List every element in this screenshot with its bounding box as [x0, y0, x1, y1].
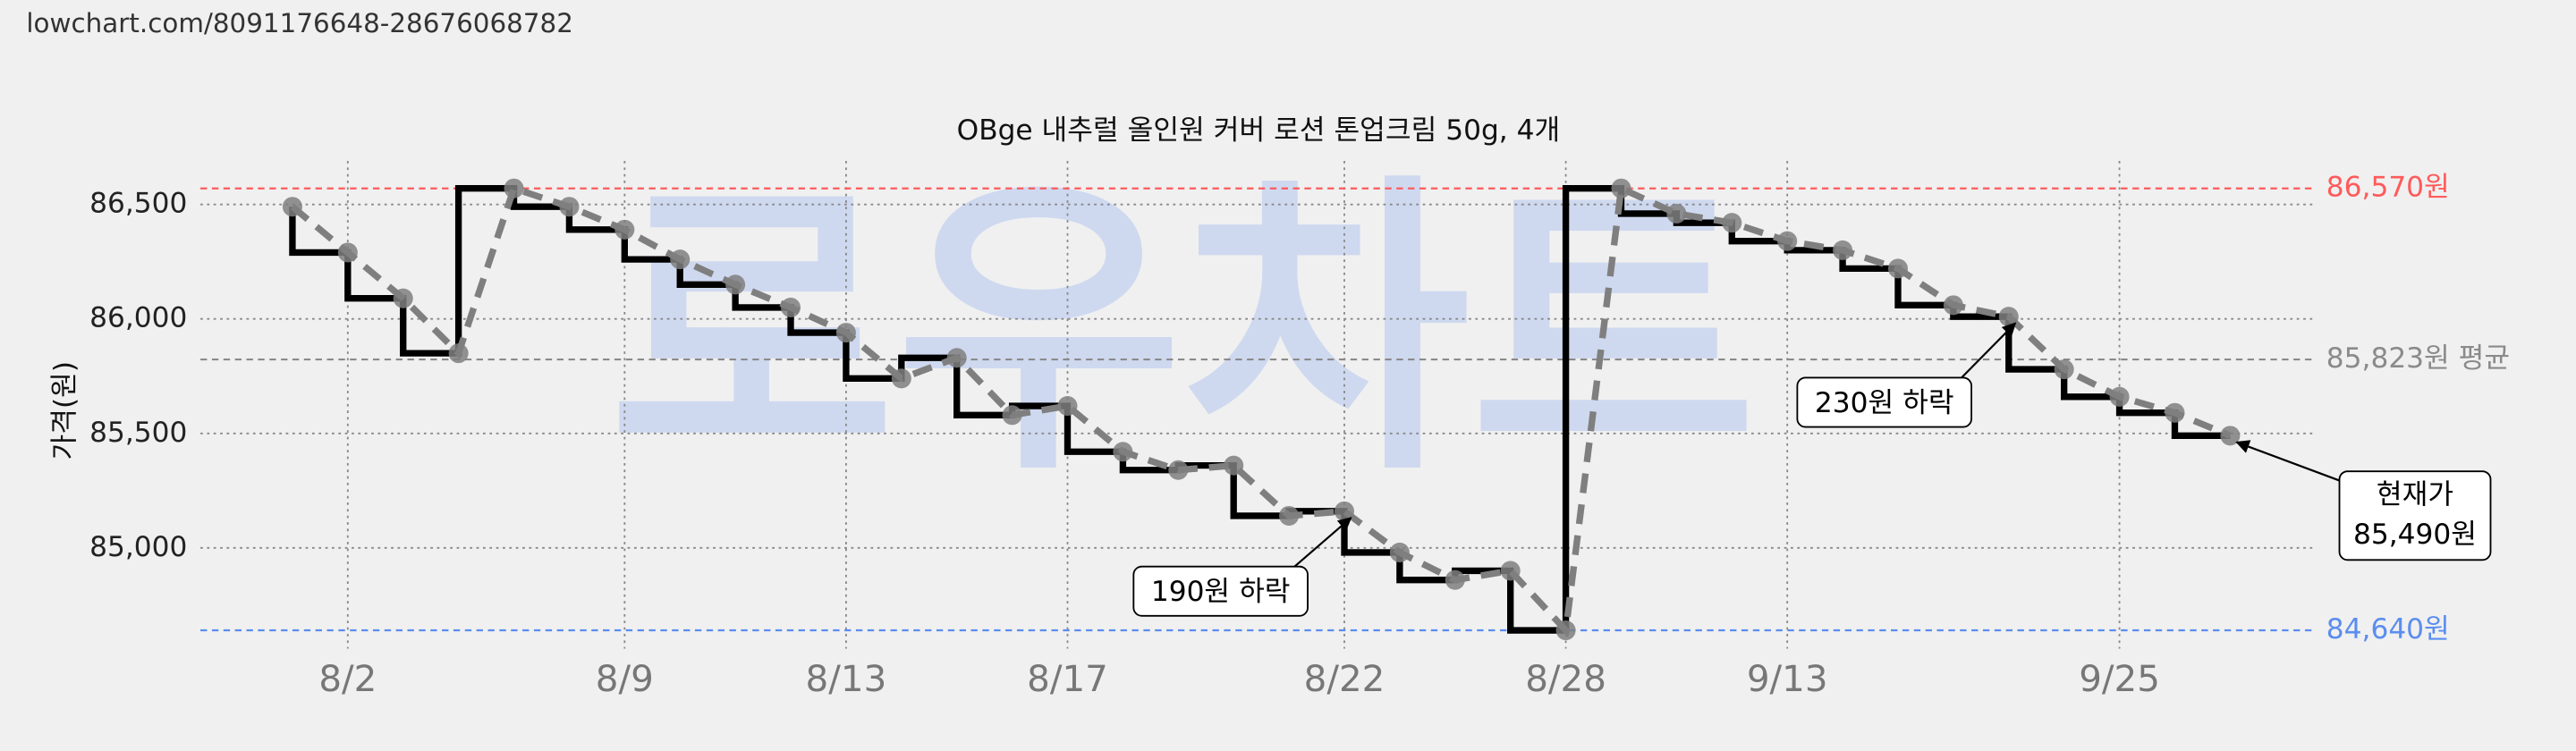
point	[337, 242, 358, 263]
url: lowchart.com/8091176648-28676068782	[26, 8, 573, 38]
y-tick-label: 86,000	[89, 302, 187, 334]
point	[2054, 359, 2074, 380]
point	[448, 343, 469, 364]
x-tick-label: 8/17	[1027, 657, 1108, 700]
point	[504, 178, 524, 198]
x-tick-label: 9/13	[1747, 657, 1828, 700]
point	[1168, 460, 1189, 480]
reference-label: 84,640원	[2326, 613, 2450, 646]
point	[1555, 620, 1576, 641]
point	[1389, 542, 1410, 562]
y-tick-label: 85,000	[89, 531, 187, 563]
point	[1611, 178, 1631, 198]
annotation-arrow	[2235, 440, 2342, 483]
point	[670, 249, 691, 270]
point	[2109, 386, 2130, 407]
y-tick-label: 85,500	[89, 417, 187, 449]
point	[1833, 240, 1853, 260]
point	[1943, 295, 1963, 316]
point	[559, 197, 580, 217]
annotation-arrow	[1293, 517, 1352, 568]
annotation-text: 85,490원	[2353, 519, 2477, 551]
point	[725, 274, 746, 295]
point	[891, 368, 911, 389]
point	[1224, 455, 1244, 476]
point	[2165, 402, 2185, 423]
point	[282, 197, 302, 217]
annotation-arrow	[1957, 322, 2017, 382]
annotation-box	[2338, 470, 2492, 561]
point	[1279, 505, 1300, 526]
point	[2220, 426, 2241, 446]
x-tick-label: 8/22	[1304, 657, 1385, 700]
x-tick-label: 8/2	[318, 657, 377, 700]
point	[1113, 442, 1133, 462]
point	[1998, 307, 2019, 327]
point	[1334, 501, 1355, 521]
annotation-text: 현재가	[2377, 479, 2453, 511]
point	[393, 288, 413, 308]
annotation-box	[1796, 376, 1972, 428]
reference-label: 85,823원 평균	[2326, 342, 2510, 375]
point	[946, 348, 967, 368]
annotation-text: 230원 하락	[1815, 387, 1954, 419]
chart-title: OBge 내추럴 올인원 커버 로션 톤업크림 50g, 4개	[957, 114, 1561, 147]
point	[1666, 203, 1687, 224]
point	[614, 219, 635, 240]
point	[1777, 231, 1798, 251]
point	[1722, 213, 1742, 233]
point	[1887, 258, 1908, 279]
step-line	[289, 185, 2231, 634]
annotation-box	[1132, 565, 1309, 617]
y-tick-label: 86,500	[89, 188, 187, 220]
annotation-text: 190원 하락	[1151, 576, 1291, 608]
x-tick-label: 8/13	[806, 657, 887, 700]
y-axis-label: 가격(원)	[48, 361, 80, 460]
point	[1002, 405, 1022, 426]
reference-label: 86,570원	[2326, 172, 2450, 204]
x-tick-label: 8/9	[596, 657, 654, 700]
point	[781, 297, 801, 317]
x-tick-label: 8/28	[1525, 657, 1606, 700]
point	[1445, 570, 1465, 590]
point	[1500, 561, 1521, 581]
point	[835, 323, 856, 343]
point	[1057, 396, 1078, 417]
trend-line	[290, 183, 2232, 638]
x-tick-label: 9/25	[2079, 657, 2160, 700]
